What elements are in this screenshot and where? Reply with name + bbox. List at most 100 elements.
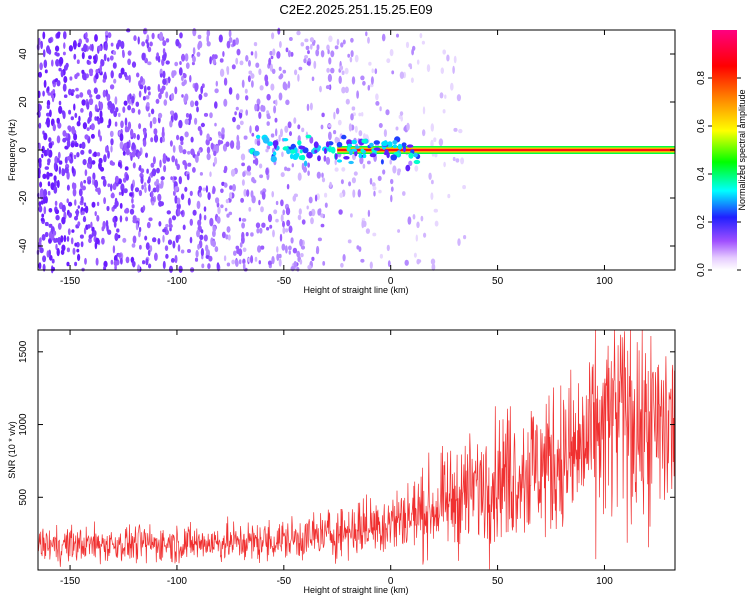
spectrogram-speckle — [339, 65, 344, 71]
spectrogram-speckle — [239, 109, 244, 114]
spectrogram-speckle — [192, 167, 196, 173]
spectrogram-speckle — [315, 49, 320, 57]
spectrogram-speckle — [353, 171, 358, 176]
spectrogram-speckle — [328, 35, 333, 43]
spectrogram-speckle — [348, 181, 352, 187]
spectrogram-speckle — [94, 211, 97, 217]
spectrogram-speckle — [251, 80, 254, 88]
spectrogram-speckle — [113, 78, 117, 84]
tone-blob — [413, 159, 421, 165]
spectrogram-speckle — [456, 94, 461, 102]
spectrogram-speckle — [258, 260, 261, 265]
spectrogram-speckle — [350, 213, 353, 218]
spectrogram-speckle — [149, 245, 153, 252]
tone-blob — [358, 153, 362, 159]
tone-blob — [348, 160, 354, 165]
spectrogram-speckle — [370, 76, 374, 85]
spectrogram-speckle — [241, 179, 245, 186]
spectrogram-speckle — [152, 187, 157, 193]
spectrogram-speckle — [119, 141, 124, 150]
spectrogram-speckle — [266, 121, 270, 126]
spectrogram-speckle — [162, 78, 167, 85]
spectrogram-speckle — [457, 238, 461, 247]
spectrogram-speckle — [96, 108, 100, 113]
spectrogram-speckle — [310, 43, 313, 50]
spectrogram-speckle — [350, 50, 354, 58]
spectrogram-speckle — [90, 123, 95, 131]
spectrogram-speckle — [167, 239, 173, 245]
spectrogram-speckle — [81, 210, 85, 215]
spectrogram-speckle — [81, 99, 86, 106]
spectrogram-speckle — [304, 38, 309, 43]
x-tick-label: -150 — [60, 576, 80, 587]
tone-blob — [273, 142, 277, 150]
spectrogram-speckle — [88, 98, 94, 106]
spectrogram-speckle — [198, 149, 201, 154]
spectrogram-speckle — [71, 166, 75, 174]
spectrogram-speckle — [69, 76, 73, 81]
spectrogram-speckle — [455, 158, 460, 163]
spectrogram-speckle — [91, 231, 95, 238]
spectrogram-speckle — [438, 138, 444, 147]
spectrogram-speckle — [43, 206, 47, 215]
spectrogram-speckle — [103, 53, 107, 62]
spectrogram-speckle — [403, 126, 407, 132]
spectrogram-speckle — [48, 223, 53, 228]
spectrogram-speckle — [350, 113, 354, 121]
spectrogram-speckle — [114, 200, 119, 208]
spectrogram-speckle — [81, 52, 85, 60]
spectrogram-speckle — [184, 131, 189, 138]
tone-blob — [384, 149, 389, 155]
spectrogram-speckle — [68, 212, 72, 218]
spectrogram-speckle — [226, 40, 231, 49]
spectrogram-speckle — [71, 182, 76, 190]
spectrogram-speckle — [138, 90, 142, 98]
spectrogram-speckle — [187, 150, 191, 155]
tone-blob — [349, 150, 353, 156]
spectrogram-speckle — [402, 191, 406, 196]
spectrogram-speckle — [143, 28, 147, 35]
spectrogram-speckle — [241, 222, 246, 229]
spectrogram-speckle — [52, 80, 55, 85]
spectrogram-speckle — [73, 133, 78, 141]
spectrogram-speckle — [196, 106, 199, 113]
spectrogram-speckle — [391, 70, 395, 75]
spectrogram-speckle — [389, 159, 392, 165]
spectrogram-speckle — [206, 146, 211, 154]
spectrogram-speckle — [58, 160, 63, 165]
spectrogram-speckle — [155, 98, 160, 104]
spectrogram-speckle — [238, 259, 242, 265]
spectrogram-speckle — [341, 70, 345, 76]
spectrogram-speckle — [250, 255, 254, 264]
spectrogram-speckle — [322, 261, 326, 266]
spectrogram-speckle — [324, 202, 328, 208]
spectrogram-speckle — [152, 237, 157, 243]
spectrogram-speckle — [171, 155, 176, 163]
spectrogram-speckle — [144, 235, 148, 241]
spectrogram-speckle — [40, 40, 43, 50]
spectrogram-speckle — [281, 151, 284, 158]
spectrogram-speckle — [356, 245, 360, 250]
spectrogram-speckle — [375, 93, 379, 101]
spectrogram-speckle — [205, 185, 209, 193]
spectrogram-speckle — [228, 211, 233, 216]
spectrogram-speckle — [276, 51, 281, 59]
spectrogram-speckle — [159, 136, 163, 144]
spectrogram-speckle — [68, 109, 72, 115]
spectrogram-speckle — [66, 198, 69, 203]
spectrogram-speckle — [56, 179, 60, 189]
spectrogram-speckle — [159, 31, 164, 41]
spectrogram-speckle — [47, 181, 51, 187]
colorbar-tick-label: 0.6 — [696, 119, 707, 133]
spectrogram-speckle — [147, 46, 152, 53]
spectrogram-speckle — [285, 207, 291, 216]
spectrogram-speckle — [251, 176, 255, 183]
spectrogram-speckle — [102, 89, 106, 98]
spectrogram-speckle — [228, 29, 232, 38]
spectrogram-speckle — [307, 162, 310, 168]
spectrogram-speckle — [58, 56, 64, 65]
tone-blob — [314, 149, 318, 154]
spectrogram-speckle — [151, 201, 155, 206]
spectrogram-speckle — [187, 197, 191, 206]
spectrogram-speckle — [326, 44, 330, 51]
